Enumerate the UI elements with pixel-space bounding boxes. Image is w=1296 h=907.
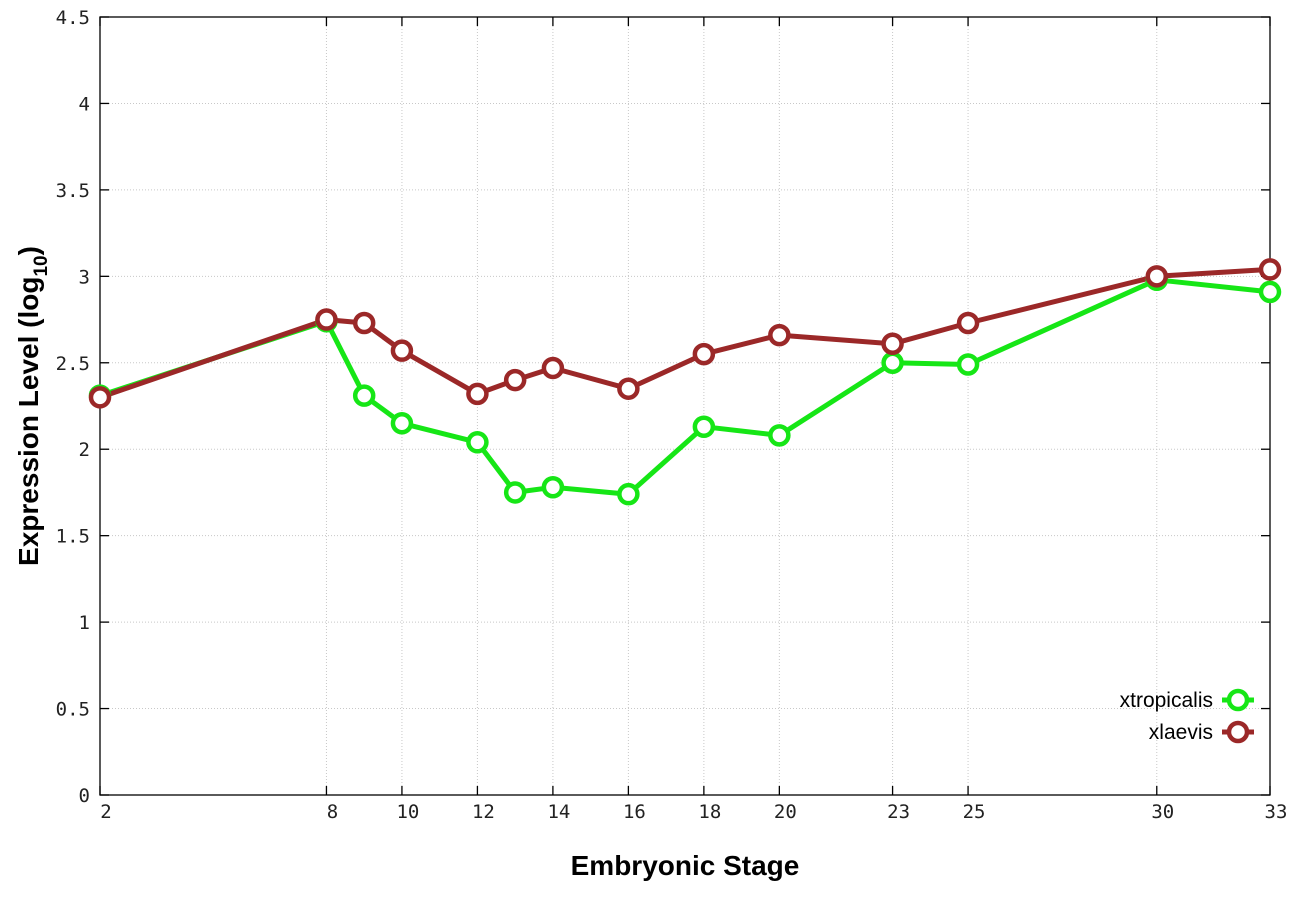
y-tick-label: 0.5 — [56, 699, 90, 721]
series-line-xlaevis — [99, 266, 1271, 400]
data-point-xtropicalis — [466, 431, 489, 454]
data-point-xlaevis — [541, 356, 565, 380]
y-tick-label: 0 — [79, 785, 90, 807]
data-point-xlaevis — [352, 311, 376, 335]
y-tick-label: 2.5 — [56, 353, 90, 375]
series-points — [88, 258, 1282, 506]
y-tick-label: 3.5 — [56, 180, 90, 202]
x-tick-label: 20 — [774, 801, 797, 823]
series-lines — [99, 266, 1271, 497]
y-tick-label: 1 — [79, 612, 90, 634]
y-tick-label: 4 — [79, 93, 90, 115]
legend-marker-xtropicalis — [1226, 688, 1250, 712]
axis-ticks: 0 0.5 1 1.5 2 2.5 3 3.5 4 4.5 2 8 10 12 14 16 18 20 23 25 30… — [56, 7, 1288, 823]
data-point-xlaevis — [881, 332, 904, 356]
x-tick-label: 12 — [472, 801, 495, 823]
x-tick-label: 16 — [623, 801, 646, 823]
x-tick-label: 33 — [1265, 801, 1288, 823]
legend-marker-xlaevis — [1226, 720, 1250, 744]
y-tick-label: 4.5 — [56, 7, 90, 29]
data-point-xlaevis — [1145, 265, 1169, 288]
x-tick-label: 30 — [1151, 801, 1174, 823]
data-point-xtropicalis — [390, 412, 414, 435]
y-tick-label: 1.5 — [56, 526, 90, 548]
data-point-xlaevis — [503, 368, 527, 392]
data-point-xlaevis — [692, 342, 716, 366]
data-point-xtropicalis — [541, 476, 565, 499]
data-point-xlaevis — [617, 377, 640, 400]
grid-lines — [100, 17, 1270, 795]
y-tick-label: 2 — [79, 439, 90, 461]
data-point-xtropicalis — [881, 351, 904, 375]
y-axis-title-subscript: 10 — [31, 255, 52, 276]
data-point-xlaevis — [390, 339, 414, 362]
data-point-xlaevis — [1258, 258, 1282, 281]
data-point-xlaevis — [466, 382, 489, 406]
data-point-xtropicalis — [768, 424, 791, 447]
x-tick-label: 8 — [327, 801, 338, 823]
x-axis-title: Embryonic Stage — [571, 850, 800, 881]
plot-frame — [99, 16, 1271, 796]
x-tick-label: 25 — [963, 801, 986, 823]
x-tick-label: 10 — [396, 801, 419, 823]
data-point-xtropicalis — [617, 482, 640, 506]
data-point-xlaevis — [315, 308, 338, 331]
data-point-xtropicalis — [503, 481, 527, 504]
data-point-xtropicalis — [692, 415, 716, 438]
legend-label-xtropicalis: xtropicalis — [1120, 689, 1213, 712]
x-tick-label: 14 — [547, 801, 570, 823]
x-tick-label: 18 — [698, 801, 721, 823]
series-line-xtropicalis — [99, 277, 1271, 497]
data-point-xlaevis — [768, 323, 791, 347]
data-point-xlaevis — [956, 311, 980, 335]
y-axis-title: Expression Level (log10) — [13, 246, 52, 566]
legend: xtropicalis xlaevis — [1120, 688, 1254, 744]
x-tick-label: 2 — [100, 801, 111, 823]
data-point-xtropicalis — [352, 384, 376, 407]
data-point-xtropicalis — [956, 353, 980, 376]
data-point-xlaevis — [88, 386, 112, 409]
y-tick-label: 3 — [79, 266, 90, 288]
legend-label-xlaevis: xlaevis — [1149, 721, 1213, 744]
data-point-xtropicalis — [1258, 280, 1282, 304]
x-tick-label: 23 — [887, 801, 910, 823]
